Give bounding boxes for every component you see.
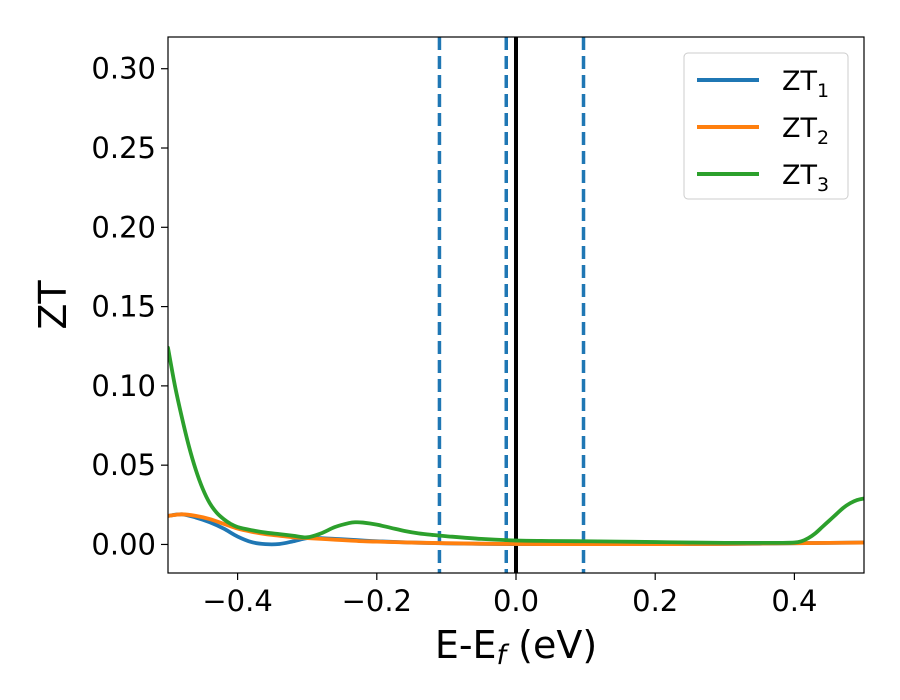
legend-label-zt1: ZT1 [782, 66, 829, 102]
y-tick-label: 0.10 [91, 369, 156, 403]
legend-label-zt2: ZT2 [782, 113, 829, 149]
y-tick-label: 0.25 [91, 131, 156, 165]
legend-label-main: ZT [782, 66, 817, 97]
x-tick-label: 0.4 [771, 584, 817, 618]
y-axis: 0.00 0.05 0.10 0.15 0.20 0.25 0.30 [91, 52, 168, 561]
y-tick-label: 0.30 [91, 52, 156, 86]
legend-label-zt3: ZT3 [782, 160, 829, 196]
y-tick-label: 0.05 [91, 448, 156, 482]
y-tick-label: 0.20 [91, 210, 156, 244]
x-axis-label-main: E-E [435, 623, 497, 667]
x-tick-label: −0.4 [202, 584, 272, 618]
series-lines [168, 345, 864, 547]
y-tick-label: 0.00 [91, 527, 156, 561]
legend-label-main: ZT [782, 113, 817, 144]
legend-label-subscript: 3 [817, 174, 829, 196]
legend-label-main: ZT [782, 160, 817, 191]
vertical-lines [437, 37, 586, 573]
x-tick-label: 0.2 [632, 584, 678, 618]
x-tick-label: −0.2 [342, 584, 412, 618]
x-axis-label-unit: (eV) [506, 623, 597, 667]
x-tick-label: 0.0 [493, 584, 539, 618]
legend-label-subscript: 1 [817, 80, 829, 102]
legend-label-subscript: 2 [817, 127, 829, 149]
y-tick-label: 0.15 [91, 290, 156, 324]
legend-frame [683, 52, 849, 200]
x-axis-label: E-Ef (eV) [435, 623, 597, 671]
y-axis-label: ZT [31, 280, 75, 330]
x-axis: −0.4 −0.2 0.0 0.2 0.4 [202, 573, 817, 618]
series-line-zt3 [168, 345, 864, 545]
